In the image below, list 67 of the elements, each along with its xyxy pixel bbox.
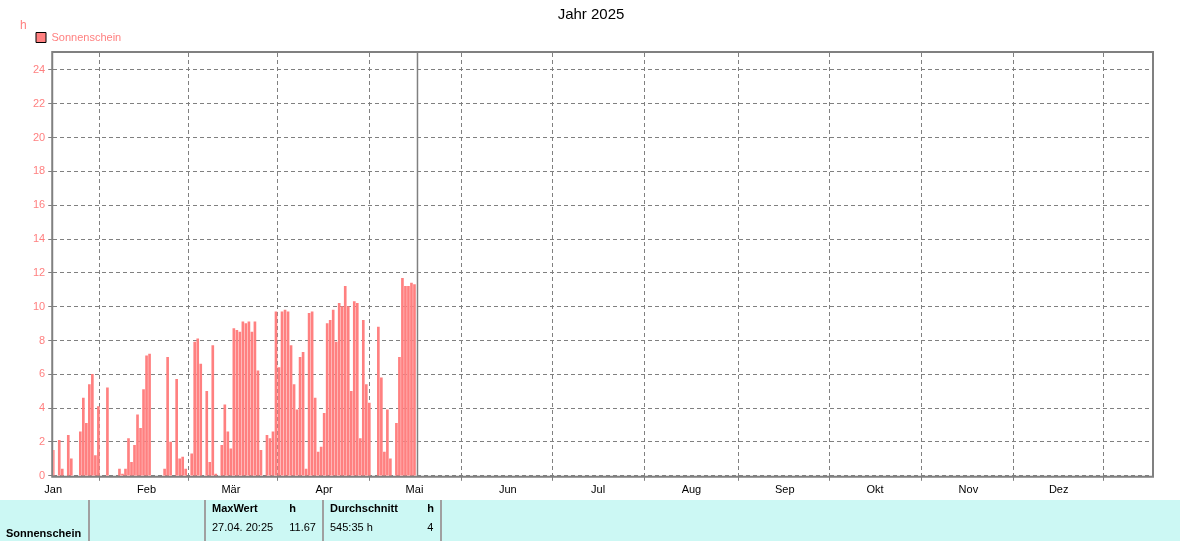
text: h — [427, 502, 434, 516]
x-tick-label: Mai — [405, 483, 424, 496]
x-tick-label: Okt — [866, 483, 884, 496]
bar — [66, 434, 70, 476]
x-tick-label: Feb — [137, 483, 157, 496]
y-tick-label: 0 — [39, 468, 46, 481]
bar — [352, 301, 356, 476]
y-tick-label: 12 — [32, 265, 46, 278]
x-tick-label: Aug — [681, 483, 702, 496]
bar — [377, 326, 380, 476]
bar — [196, 338, 200, 476]
bar — [331, 309, 335, 476]
y-tick-label: 4 — [39, 401, 46, 414]
bar — [211, 345, 215, 476]
legend-label: Sonnenschein — [51, 30, 122, 43]
y-tick-label: 24 — [32, 62, 46, 75]
x-tick-label: Mär — [221, 483, 241, 496]
bar — [223, 404, 227, 476]
bar — [127, 438, 130, 476]
x-tick-label: Apr — [315, 483, 334, 496]
text: 4 — [427, 520, 434, 535]
bar — [166, 357, 169, 476]
x-tick-label: Sep — [774, 483, 795, 496]
bar — [57, 439, 61, 476]
bar — [355, 302, 359, 476]
y-tick-label: 14 — [32, 232, 46, 245]
x-tick-label: Dez — [1048, 483, 1069, 496]
chart-title: Jahr 2025 — [557, 5, 625, 23]
y-tick-label: 8 — [39, 333, 46, 346]
bar — [91, 374, 94, 476]
bar — [118, 468, 121, 476]
y-tick-label: 20 — [32, 130, 46, 143]
bar — [82, 397, 85, 476]
bar — [97, 406, 100, 476]
bar — [386, 409, 389, 476]
text: h — [289, 502, 297, 516]
bar — [181, 456, 185, 476]
bar — [413, 284, 416, 476]
bar — [145, 355, 148, 476]
y-tick-label: 22 — [32, 96, 46, 109]
bar — [325, 323, 329, 476]
y-axis-title: h — [20, 18, 27, 33]
text: Durchschnitt — [330, 502, 399, 516]
bar — [136, 414, 139, 476]
y-tick-label: 18 — [32, 164, 46, 177]
bar — [401, 278, 404, 476]
bar — [193, 341, 197, 476]
text: 27.04. 20:25 — [212, 520, 275, 535]
text: Sonnenschein — [0, 500, 90, 541]
y-tick-label: 16 — [32, 198, 46, 211]
text: 11.67 — [289, 520, 316, 535]
y-tick-label: 10 — [32, 299, 46, 312]
bar — [175, 379, 178, 476]
x-tick-label: Jan — [44, 483, 63, 496]
y-tick-label: 6 — [39, 367, 46, 380]
x-tick-label: Jun — [498, 483, 517, 496]
text: MaxWert — [212, 502, 259, 516]
bar — [361, 319, 365, 476]
x-tick-label: Nov — [958, 483, 979, 496]
text: 545:35 h — [330, 520, 374, 535]
y-tick-label: 2 — [39, 435, 46, 448]
x-tick-label: Jul — [591, 483, 606, 496]
bar — [106, 387, 109, 476]
bar — [343, 286, 347, 476]
bar — [148, 353, 151, 476]
bar — [337, 302, 341, 476]
bar — [205, 390, 209, 476]
